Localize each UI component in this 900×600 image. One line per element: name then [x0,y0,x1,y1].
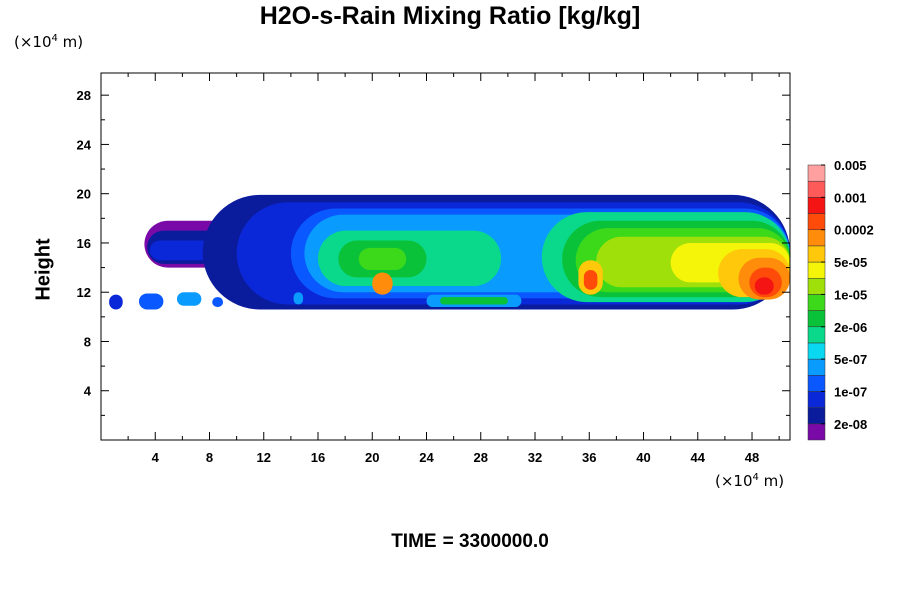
y-tick-label: 8 [84,334,91,349]
colorbar-label: 5e-07 [834,352,867,367]
colorbar-swatch [807,261,826,279]
y-tick-label: 20 [77,187,91,202]
colorbar-swatch [807,342,826,360]
colorbar-label: 0.001 [834,190,867,205]
contour-region [440,297,508,305]
y-tick-label: 28 [77,88,91,103]
plot-frame [100,72,791,441]
colorbar: 2e-08 1e-07 5e-07 2e-06 1e-05 5e-05 0.0002 0.00… [807,158,874,441]
contour-region [138,293,164,310]
colorbar-swatch [807,164,826,182]
x-unit-label: (×104 m) [715,472,784,490]
colorbar-swatch [807,197,826,214]
x-tick-label: 28 [474,450,488,465]
contour-region [372,272,393,295]
colorbar-label: 0.0002 [834,223,874,238]
time-label-value: = 3300000.0 [442,531,549,552]
x-tick-label: 48 [745,450,759,465]
colorbar-swatch [807,213,826,230]
colorbar-label: 2e-08 [834,417,867,432]
colorbar-swatch [807,375,826,392]
colorbar-swatch [807,229,826,247]
colorbar-label: 2e-06 [834,320,867,335]
contour-fill-group [109,194,790,310]
contour-region [754,277,774,295]
colorbar-swatch [807,358,826,376]
colorbar-swatch [807,277,826,295]
x-tick-label: 4 [152,450,160,465]
contour-region [176,292,202,306]
contour-region [149,240,217,261]
x-tick-label: 20 [365,450,379,465]
contour-region [293,292,304,305]
colorbar-swatch [807,391,826,408]
contour-region [358,247,407,271]
colorbar-swatch [807,423,826,441]
contour-region [583,270,598,290]
x-unit-exponent: 4 [752,472,759,483]
time-label-key: TIME [391,531,437,552]
colorbar-label: 5e-05 [834,255,867,270]
x-unit-base: (×10 [715,472,753,490]
colorbar-swatch [807,294,826,311]
x-tick-label: 32 [528,450,542,465]
y-unit-label: (×104 m) [14,33,83,51]
colorbar-label: 1e-07 [834,384,867,399]
colorbar-swatch [807,180,826,198]
x-tick-label: 40 [636,450,650,465]
y-unit-base: (×10 [14,33,52,51]
x-tick-label: 8 [206,450,213,465]
contour-region [212,297,224,307]
colorbar-swatch [807,310,826,328]
y-tick-label: 4 [84,384,92,399]
x-tick-label: 12 [257,450,271,465]
y-unit-exponent: 4 [51,33,58,44]
x-tick-label: 16 [311,450,325,465]
chart-title: H2O-s-Rain Mixing Ratio [kg/kg] [259,2,641,30]
x-tick-label: 36 [582,450,596,465]
colorbar-label: 0.005 [834,158,867,173]
y-tick-label: 16 [77,236,91,251]
colorbar-label: 1e-05 [834,287,867,302]
y-unit-tail: m) [57,33,84,51]
y-tick-label: 12 [77,285,91,300]
y-tick-label: 24 [77,137,92,152]
x-tick-label: 24 [419,450,434,465]
time-label: TIME = 3300000.0 [0,531,900,553]
x-tick-label: 44 [691,450,706,465]
contour-region [109,294,123,310]
colorbar-swatch [807,326,826,344]
x-unit-tail: m) [758,472,785,490]
colorbar-swatch [807,245,826,263]
colorbar-swatch [807,407,826,425]
